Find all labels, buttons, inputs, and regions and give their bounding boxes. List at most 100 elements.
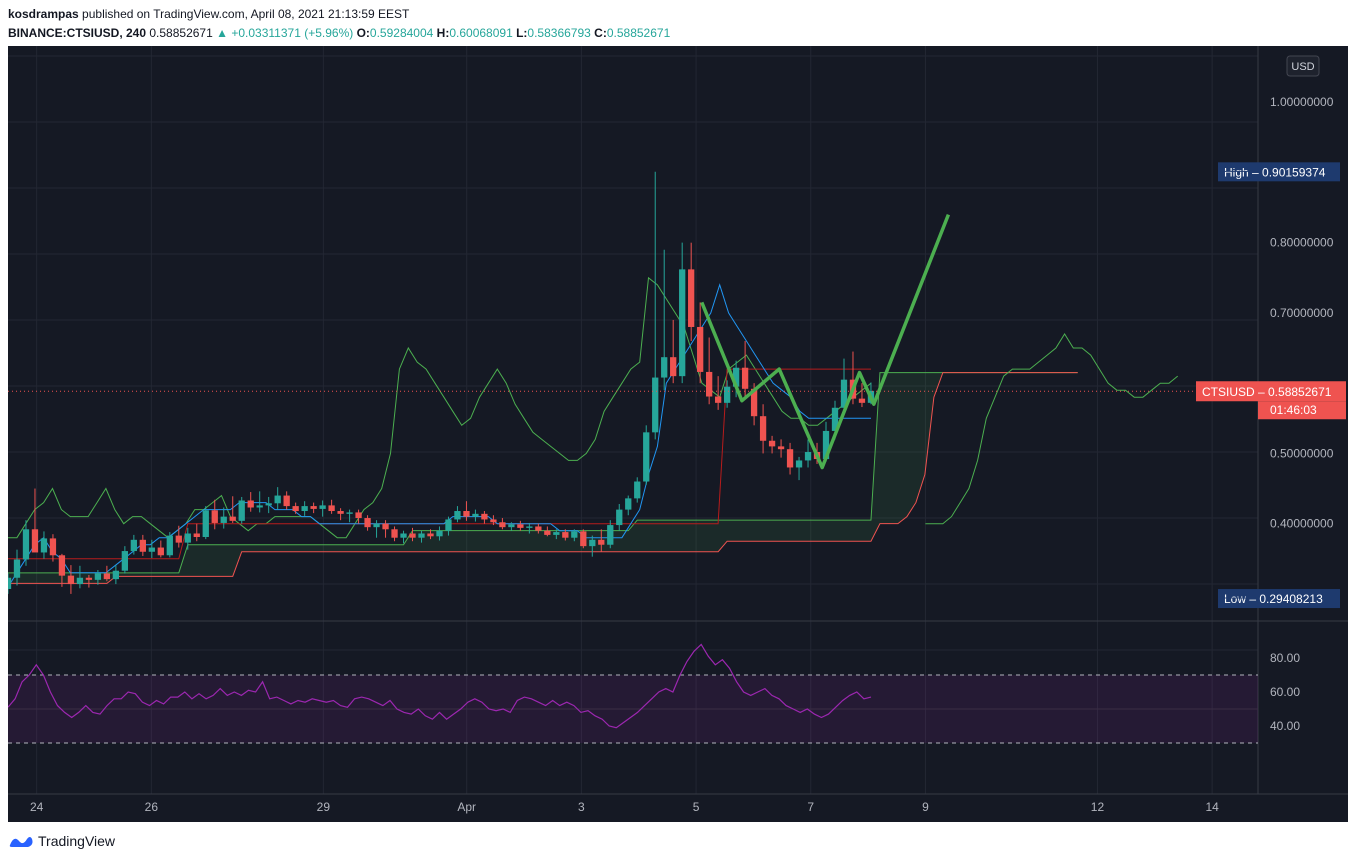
rsi-tick-label: 60.00	[1270, 685, 1300, 699]
cloud-span-b	[8, 372, 1078, 584]
low-marker-bg	[1218, 589, 1340, 609]
candle-body	[571, 531, 578, 538]
candle-body	[598, 539, 605, 545]
candle-body	[661, 357, 668, 378]
candle-body	[697, 326, 704, 372]
price-chart[interactable]: 1.00000000 0.80000000 0.70000000 0.50000000…	[8, 46, 1348, 822]
price-tick-label: 0.70000000	[1270, 306, 1334, 320]
candle-body	[8, 577, 12, 589]
price-tag-text: CTSIUSD – 0.58852671	[1202, 385, 1332, 399]
candle-body	[319, 505, 326, 509]
published-text: published on TradingView.com, April 08, …	[82, 7, 410, 21]
candle-body	[166, 535, 173, 556]
close-value: 0.58852671	[606, 26, 671, 40]
candle-body	[265, 503, 272, 506]
candle-body	[364, 518, 371, 528]
candle-body	[436, 530, 443, 537]
candle-body	[706, 371, 713, 397]
candle-body	[759, 416, 767, 441]
candle-body	[553, 532, 560, 535]
candle-body	[786, 449, 794, 468]
candle-body	[427, 533, 434, 537]
candle-body	[517, 524, 524, 528]
candle-body	[229, 516, 236, 521]
candle-body	[634, 481, 641, 499]
candle-body	[679, 269, 686, 377]
tradingview-brand[interactable]: TradingView	[8, 830, 115, 852]
candle-body	[112, 570, 120, 580]
candle-body	[391, 529, 398, 538]
candle-body	[472, 513, 479, 517]
candle-body	[13, 559, 21, 578]
candle-body	[301, 506, 308, 512]
candle-body	[562, 532, 569, 538]
price-axis: 1.00000000 0.80000000 0.70000000 0.50000000…	[1270, 95, 1334, 530]
symbol-info-bar: BINANCE:CTSIUSD, 240 0.58852671 ▲ +0.033…	[8, 26, 670, 40]
high-value: 0.60068091	[449, 26, 513, 40]
projection-path	[700, 213, 951, 470]
price-change: +0.03311371 (+5.96%)	[231, 26, 354, 40]
candle-body	[31, 529, 39, 553]
candle-body	[607, 525, 614, 545]
candle-body	[589, 539, 596, 547]
candle-body	[535, 526, 542, 531]
candle-body	[840, 379, 848, 408]
publish-info: kosdrampas published on TradingView.com,…	[8, 7, 409, 21]
price-tick-label: 0.50000000	[1270, 446, 1334, 460]
price-tag-countdown: 01:46:03	[1270, 403, 1317, 417]
candle-body	[670, 357, 677, 377]
candle-body	[580, 531, 587, 547]
candle-body	[723, 386, 731, 403]
low-label: L:	[516, 26, 528, 40]
candle-body	[463, 511, 470, 517]
low-marker-text: Low – 0.29408213	[1224, 592, 1323, 606]
chart-background	[8, 46, 1348, 822]
cloud-span-a	[8, 372, 1078, 574]
tradingview-logo-icon	[9, 837, 33, 847]
time-tick-label: 3	[578, 800, 585, 814]
candle-body	[741, 367, 749, 389]
candle-body	[795, 460, 803, 468]
candle-body	[94, 573, 102, 580]
candle-body	[454, 511, 461, 520]
time-tick-label: 7	[807, 800, 814, 814]
candle-body	[508, 524, 515, 528]
candle-body	[526, 526, 533, 528]
candle-body	[499, 522, 506, 528]
low-value: 0.58366793	[527, 26, 591, 40]
candle-body	[130, 539, 137, 552]
currency-button-label: USD	[1291, 61, 1314, 73]
price-tick-label: 1.00000000	[1270, 95, 1334, 109]
leading-span-line	[925, 333, 1179, 525]
candle-body	[643, 432, 650, 482]
ichimoku-cloud	[8, 372, 1078, 584]
candle-body	[804, 452, 812, 461]
publisher-name: kosdrampas	[8, 7, 79, 21]
high-marker-text: High – 0.90159374	[1224, 165, 1326, 179]
time-tick-label: 9	[922, 800, 929, 814]
time-tick-label: 5	[693, 800, 700, 814]
candle-body	[490, 519, 497, 523]
candle-body	[616, 509, 623, 526]
candle-body	[328, 505, 335, 512]
candle-body	[822, 430, 830, 460]
candle-body	[238, 500, 245, 521]
high-label: H:	[436, 26, 450, 40]
candle-body	[184, 533, 191, 543]
high-marker-bg	[1218, 162, 1340, 182]
time-tick-label: 29	[317, 800, 331, 814]
candle-body	[247, 500, 254, 508]
currency-button[interactable]: USD	[1286, 55, 1320, 77]
price-tag-symbol-bg	[1196, 381, 1346, 402]
candle-body	[346, 512, 353, 514]
time-tick-label: Apr	[457, 800, 476, 814]
candle-body	[409, 533, 416, 538]
candles	[8, 171, 875, 594]
rsi-tick-label: 40.00	[1270, 719, 1300, 733]
candle-body	[858, 398, 866, 403]
candle-body	[148, 547, 155, 552]
candle-body	[625, 498, 632, 510]
candle-body	[400, 533, 407, 538]
low-marker: Low – 0.29408213	[1218, 589, 1340, 609]
candle-body	[157, 547, 164, 556]
